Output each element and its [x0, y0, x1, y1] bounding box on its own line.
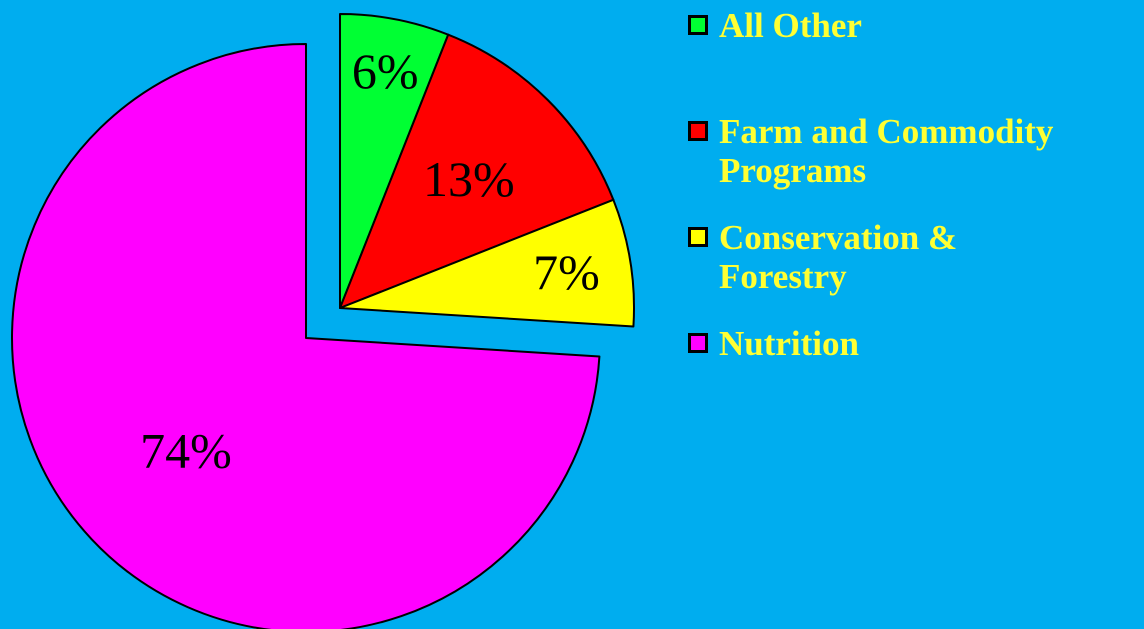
legend-label-conservation-forestry: Conservation & Forestry [719, 218, 958, 296]
pie-slice-nutrition [11, 43, 601, 629]
legend-label-farm-commodity: Farm and Commodity Programs [719, 112, 1054, 190]
slice-label-all-other: 6% [352, 43, 419, 99]
legend-swatch-conservation-forestry [688, 227, 708, 247]
slice-label-farm-and-commodity-programs: 13% [423, 151, 515, 207]
slice-label-nutrition: 74% [140, 423, 232, 479]
pie-slice-farm-and-commodity-programs [339, 33, 615, 309]
legend-label-all-other: All Other [719, 6, 862, 45]
legend-swatch-farm-commodity [688, 121, 708, 141]
legend-swatch-nutrition [688, 333, 708, 353]
pie-slice-conservation-forestry [339, 198, 635, 328]
slice-label-conservation-forestry: 7% [533, 244, 600, 300]
legend-swatch-all-other [688, 15, 708, 35]
legend-label-nutrition: Nutrition [719, 324, 859, 363]
